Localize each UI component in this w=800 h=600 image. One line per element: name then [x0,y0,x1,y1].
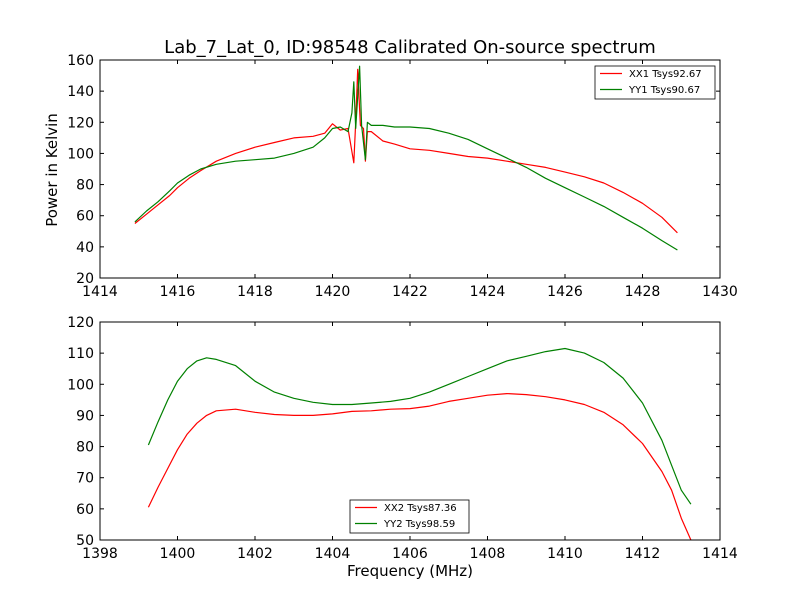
y-tick-label: 120 [67,315,94,331]
y-tick-label: 160 [67,53,94,69]
x-tick-label: 1400 [160,546,196,562]
y-tick-label: 110 [67,346,94,362]
x-axis-label: Frequency (MHz) [347,562,473,580]
y-tick-label: 70 [76,471,94,487]
x-tick-label: 1418 [237,284,273,300]
legend-label: XX1 Tsys92.67 [629,69,702,80]
x-tick-label: 1406 [392,546,428,562]
legend-box [594,65,716,100]
x-tick-label: 1408 [470,546,506,562]
x-tick-label: 1398 [82,546,118,562]
chart-bottom: 1398 1400 1402 1404 1406 1408 1410 1412 1414 50 60… [67,315,738,580]
x-tick-label: 1428 [625,284,661,300]
legend-label: YY2 Tsys98.59 [383,519,455,530]
x-tick-label: 1414 [702,546,738,562]
x-tick-label: 1430 [702,284,738,300]
y-tick-label: 60 [76,209,94,225]
legend: XX2 Tsys87.36 YY2 Tsys98.59 [349,499,470,534]
chart-title: Lab_7_Lat_0, ID:98548 Calibrated On-sour… [164,37,656,58]
x-tick-label: 1416 [160,284,196,300]
y-tick-label: 20 [76,271,94,287]
legend: XX1 Tsys92.67 YY1 Tsys90.67 [594,65,716,100]
x-tick-label: 1410 [547,546,583,562]
x-tick-label: 1422 [392,284,428,300]
x-tick-label: 1404 [315,546,351,562]
y-tick-label: 90 [76,408,94,424]
y-tick-label: 40 [76,240,94,256]
y-tick-label: 140 [67,84,94,100]
x-tick-label: 1414 [82,284,118,300]
y-tick-label: 80 [76,178,94,194]
y-tick-label: 80 [76,440,94,456]
legend-label: XX2 Tsys87.36 [384,503,457,514]
y-tick-label: 50 [76,533,94,549]
legend-label: YY1 Tsys90.67 [628,85,700,96]
x-tick-label: 1420 [315,284,351,300]
x-tick-label: 1426 [547,284,583,300]
series-line [147,347,692,505]
y-tick-label: 60 [76,502,94,518]
x-tick-label: 1402 [237,546,273,562]
chart-top: Lab_7_Lat_0, ID:98548 Calibrated On-sour… [43,37,738,300]
y-tick-label: 120 [67,115,94,131]
y-tick-label: 100 [67,377,94,393]
y-axis-label: Power in Kelvin [43,113,61,227]
x-tick-label: 1412 [625,546,661,562]
x-tick-label: 1424 [470,284,506,300]
legend-box [349,499,470,534]
y-tick-label: 100 [67,146,94,162]
series-line [134,65,678,251]
series-line [147,393,692,541]
